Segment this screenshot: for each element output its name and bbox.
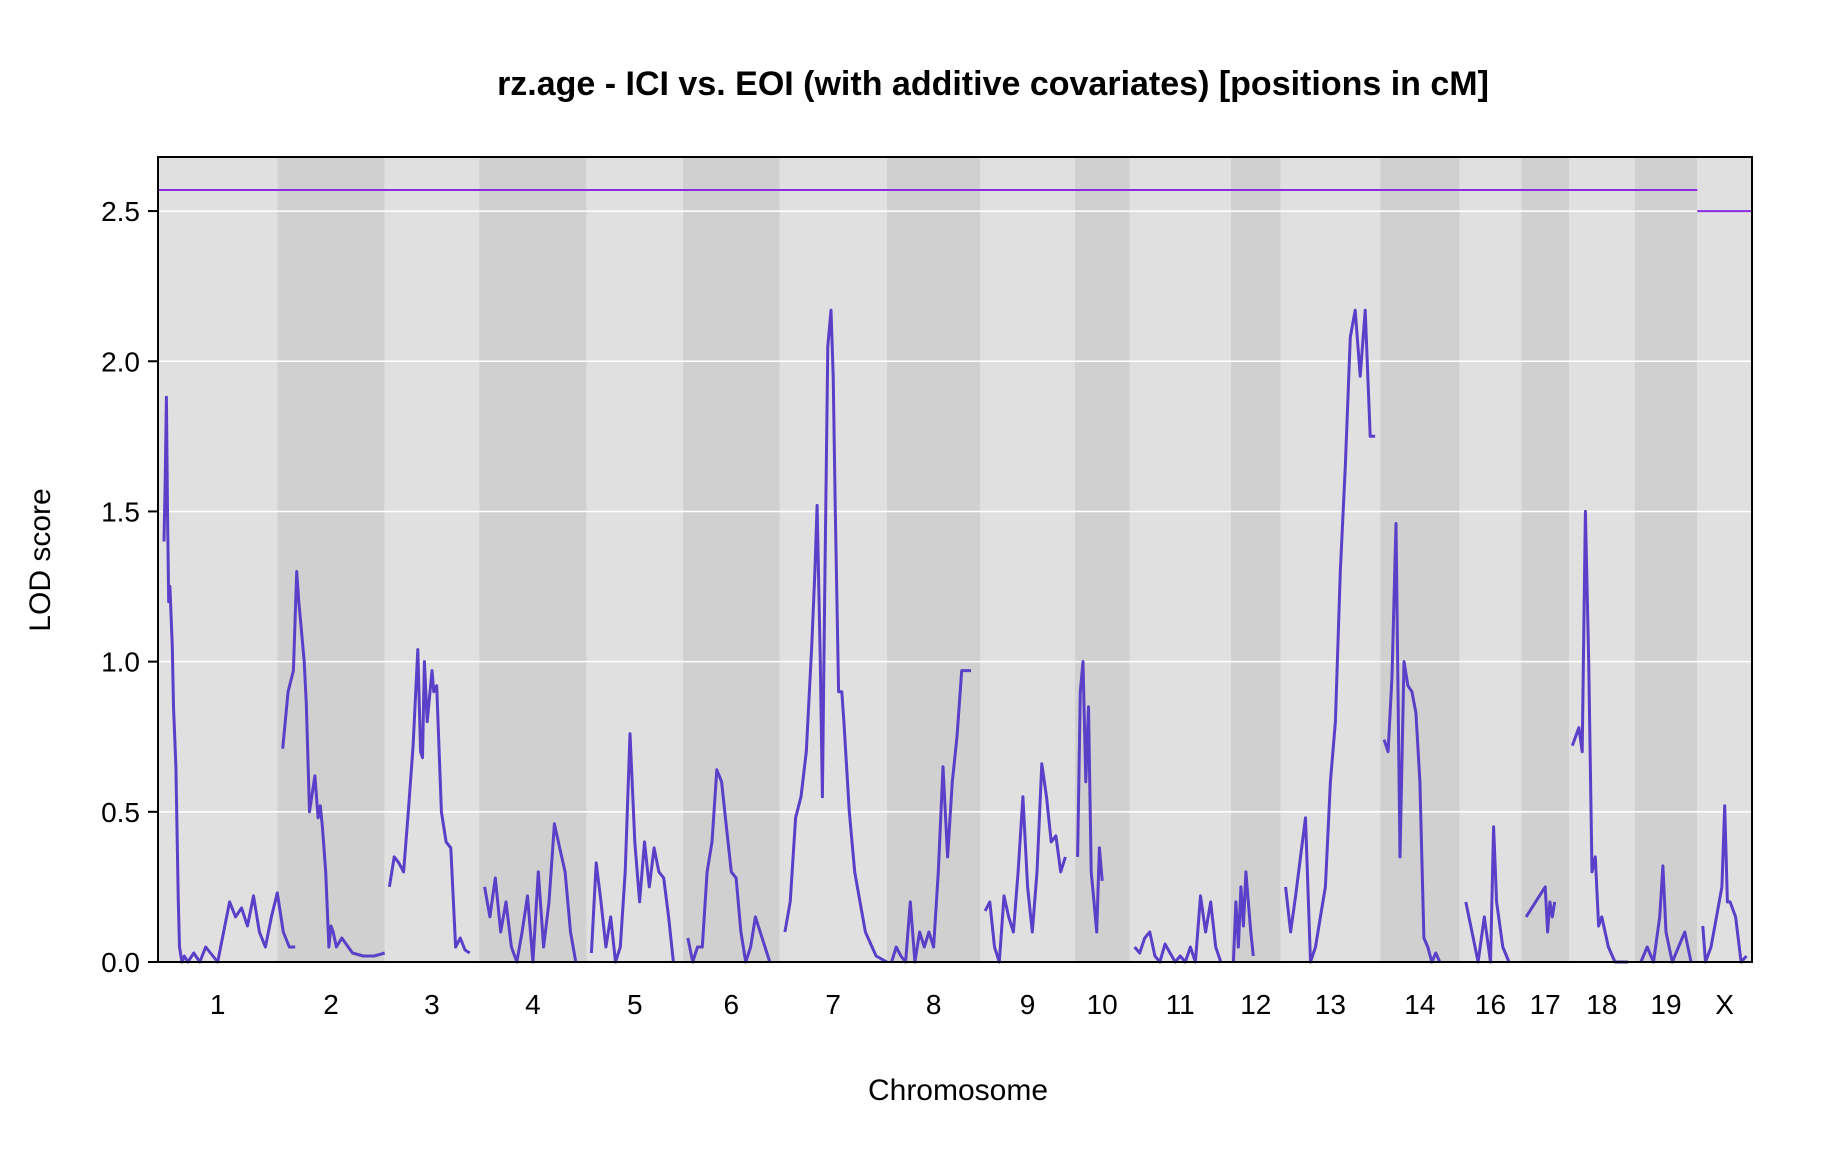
- chromosome-band-13: [1280, 157, 1381, 962]
- x-tick-label-13: 13: [1315, 989, 1346, 1020]
- chromosome-band-12: [1230, 157, 1281, 962]
- y-tick-label-0.5: 0.5: [101, 797, 140, 828]
- lod-curve-chr-4: [483, 822, 578, 964]
- lod-curve-chr-9: [983, 762, 1067, 964]
- y-tick-label-2.5: 2.5: [101, 196, 140, 227]
- y-tick-label-2.0: 2.0: [101, 346, 140, 377]
- lod-curve-chr-14: [1382, 522, 1442, 964]
- x-tick-label-5: 5: [627, 989, 643, 1020]
- lod-curve-chr-X: [1701, 804, 1748, 964]
- chromosome-band-14: [1380, 157, 1460, 962]
- x-tick-label-2: 2: [323, 989, 339, 1020]
- lod-curve-chr-6: [686, 768, 772, 964]
- chart-title: rz.age - ICI vs. EOI (with additive cova…: [497, 65, 1489, 103]
- x-tick-label-3: 3: [424, 989, 440, 1020]
- y-tick-label-0.0: 0.0: [101, 947, 140, 978]
- y-tick-label-1.5: 1.5: [101, 496, 140, 527]
- x-tick-label-1: 1: [210, 989, 226, 1020]
- lod-curve-chr-7: [783, 308, 888, 964]
- x-tick-label-X: X: [1715, 989, 1734, 1020]
- chromosome-band-19: [1634, 157, 1698, 962]
- x-tick-label-16: 16: [1475, 989, 1506, 1020]
- lod-curve-chr-17: [1524, 885, 1557, 934]
- lod-curve-chr-18: [1570, 509, 1629, 964]
- lod-curve-chr-5: [589, 732, 675, 964]
- x-tick-label-17: 17: [1530, 989, 1561, 1020]
- x-tick-label-11: 11: [1166, 989, 1195, 1020]
- y-axis-label: LOD score: [24, 488, 57, 631]
- x-tick-label-8: 8: [926, 989, 942, 1020]
- chromosome-band-2: [277, 157, 385, 962]
- chromosome-band-7: [779, 157, 887, 962]
- x-tick-label-7: 7: [825, 989, 841, 1020]
- lod-curve-chr-2: [281, 570, 386, 958]
- x-tick-label-12: 12: [1240, 989, 1271, 1020]
- chromosome-band-6: [683, 157, 780, 962]
- lod-curve-chr-19: [1639, 864, 1693, 964]
- x-tick-label-10: 10: [1087, 989, 1118, 1020]
- x-tick-label-6: 6: [723, 989, 739, 1020]
- chromosome-band-18: [1569, 157, 1635, 962]
- y-tick-label-1.0: 1.0: [101, 647, 140, 678]
- chromosome-band-11: [1129, 157, 1231, 962]
- x-tick-label-19: 19: [1650, 989, 1681, 1020]
- lod-curve-chr-11: [1133, 894, 1223, 964]
- plot-frame: [157, 156, 1753, 963]
- chromosome-band-8: [886, 157, 981, 962]
- lod-curve-chr-13: [1284, 308, 1376, 964]
- chromosome-band-10: [1074, 157, 1130, 962]
- chromosome-band-3: [384, 157, 480, 962]
- x-tick-label-4: 4: [525, 989, 541, 1020]
- plot-area: 0.00.51.01.52.02.51 2 3 4 5 6 7 8 9 10 11 12 13 14 16 1…: [101, 156, 1753, 1020]
- chromosome-band-4: [479, 157, 587, 962]
- lod-curve-chr-10: [1076, 660, 1104, 934]
- x-tick-label-9: 9: [1020, 989, 1036, 1020]
- x-tick-label-14: 14: [1404, 989, 1435, 1020]
- lod-curve-chr-12: [1231, 870, 1255, 963]
- x-axis-label: Chromosome: [868, 1074, 1048, 1107]
- lod-curve-chr-3: [387, 648, 471, 955]
- chromosome-band-16: [1459, 157, 1522, 962]
- x-tick-label-18: 18: [1586, 989, 1617, 1020]
- chromosome-band-9: [980, 157, 1075, 962]
- chromosome-band-17: [1521, 157, 1570, 962]
